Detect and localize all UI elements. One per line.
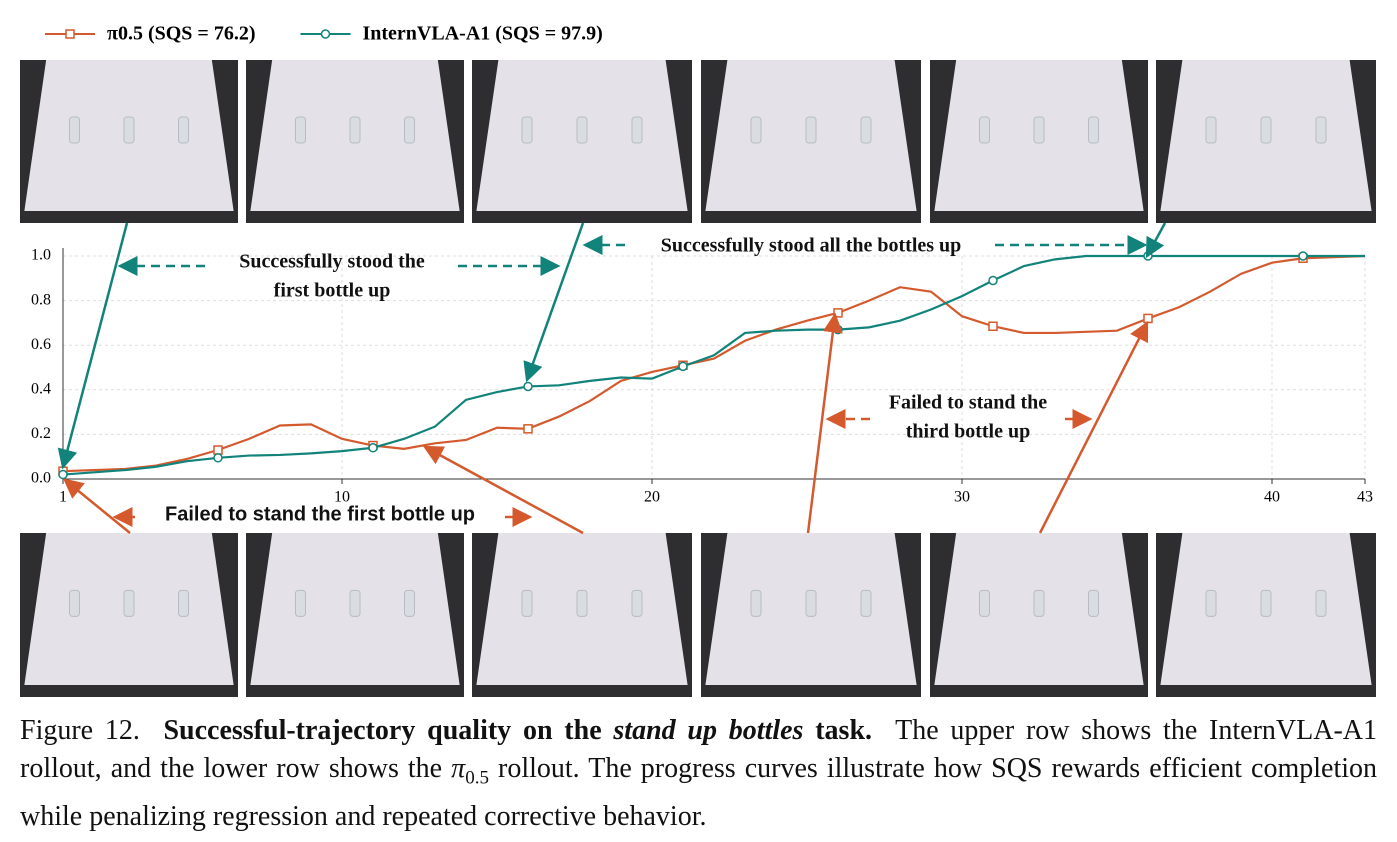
photo-bottle [1033,589,1045,617]
marker [213,453,223,463]
x-tick-label: 20 [644,489,660,506]
photo-bottle [1033,116,1045,144]
caption-italic: stand up bottles [613,715,804,746]
legend-label: InternVLA-A1 (SQS = 97.9) [362,23,602,45]
caption-symbol: π [451,753,466,784]
caption-text: The upper row shows the InternVLA-A1 rol… [20,715,1377,784]
figure: 0.0 0.2 0.4 0.6 0.8 1.0 1 10 20 30 40 43 π0.5 (SQS =… [20,23,1376,697]
photo-bottle [576,589,588,617]
series-line [62,254,1365,476]
pointer-arrow [63,478,131,534]
pointer-arrow [1038,320,1149,534]
photo-bottle [69,116,80,144]
marker [678,361,688,372]
marker [368,443,378,453]
photo-bottle [805,116,817,144]
annotation: first bottle up [274,280,391,302]
caption-bold: task. [815,715,873,746]
pointer-arrow [806,312,843,534]
marker [523,381,533,392]
photo-bottle [404,589,415,617]
photo-bottle [750,116,762,144]
annotation: Failed to stand the first bottle up [165,503,475,525]
photo-bottle [1260,116,1272,144]
y-tick-label: 0.4 [31,380,51,397]
photo-bottle [805,589,817,617]
marker [988,321,998,331]
x-tick-label: 1 [59,489,67,506]
photo-bottle [979,589,990,617]
y-tick-label: 0.6 [31,336,51,353]
x-tick-label: 43 [1357,489,1373,506]
photo-bottle [178,116,189,144]
marker [1298,251,1308,261]
marker [65,29,75,39]
x-tick-label: 30 [954,489,970,506]
caption-label: Figure 12. [20,715,140,746]
pointer-arrow [422,445,584,535]
photo-bottle [295,589,306,617]
photo-bottle [1088,589,1099,617]
marker [320,29,331,39]
photo-bottle [123,116,135,144]
x-tick-label: 10 [334,489,350,506]
caption: Figure 12. Successful-trajectory quality… [20,712,1377,836]
photo-bottle [1315,116,1327,144]
photo-bottle [404,116,415,144]
photo-bottle [349,589,361,617]
photo-bottle [1205,589,1217,617]
pointer-arrow [1145,222,1167,259]
photo-bottle [750,589,762,617]
photo-bottle [860,116,872,144]
photo-bottle [1260,589,1272,617]
photo-bottle [69,589,80,617]
x-tick-label: 40 [1264,489,1280,506]
photo-bottle [979,116,990,144]
annotation: Successfully stood all the bottles up [661,235,962,257]
y-tick-label: 0.2 [31,425,51,442]
y-tick-label: 0.0 [31,470,51,487]
pointer-arrow [57,222,129,470]
caption-bold: Successful-trajectory quality on the [163,715,602,746]
photo-bottle [295,116,306,144]
caption-subscript: 0.5 [465,767,489,789]
caption-text: rollout. The progress curves illustrate … [20,753,1378,832]
photo-bottle [631,589,643,617]
series-line [62,254,1366,473]
photo-bottle [1088,116,1099,144]
marker [833,324,843,335]
photo-bottle [860,589,872,617]
photo-bottle [1205,116,1217,144]
marker [523,424,533,434]
pointer-arrow [523,222,585,383]
marker [213,445,223,455]
marker [988,275,998,286]
photo-bottle [631,116,643,144]
photo-bottle [178,589,189,617]
annotation: Successfully stood the [239,251,425,273]
marker [58,469,68,480]
photo-bottle [521,589,533,617]
annotation: third bottle up [906,421,1030,443]
photo-bottle [349,116,361,144]
y-tick-label: 1.0 [31,247,51,264]
photo-bottle [521,116,533,144]
marker [1143,313,1153,324]
y-tick-label: 0.8 [31,291,51,308]
photo-bottle [123,589,135,617]
photo-bottle [576,116,588,144]
legend-label: π0.5 (SQS = 76.2) [107,23,255,45]
annotation: Failed to stand the [889,392,1047,414]
photo-bottle [1315,589,1327,617]
